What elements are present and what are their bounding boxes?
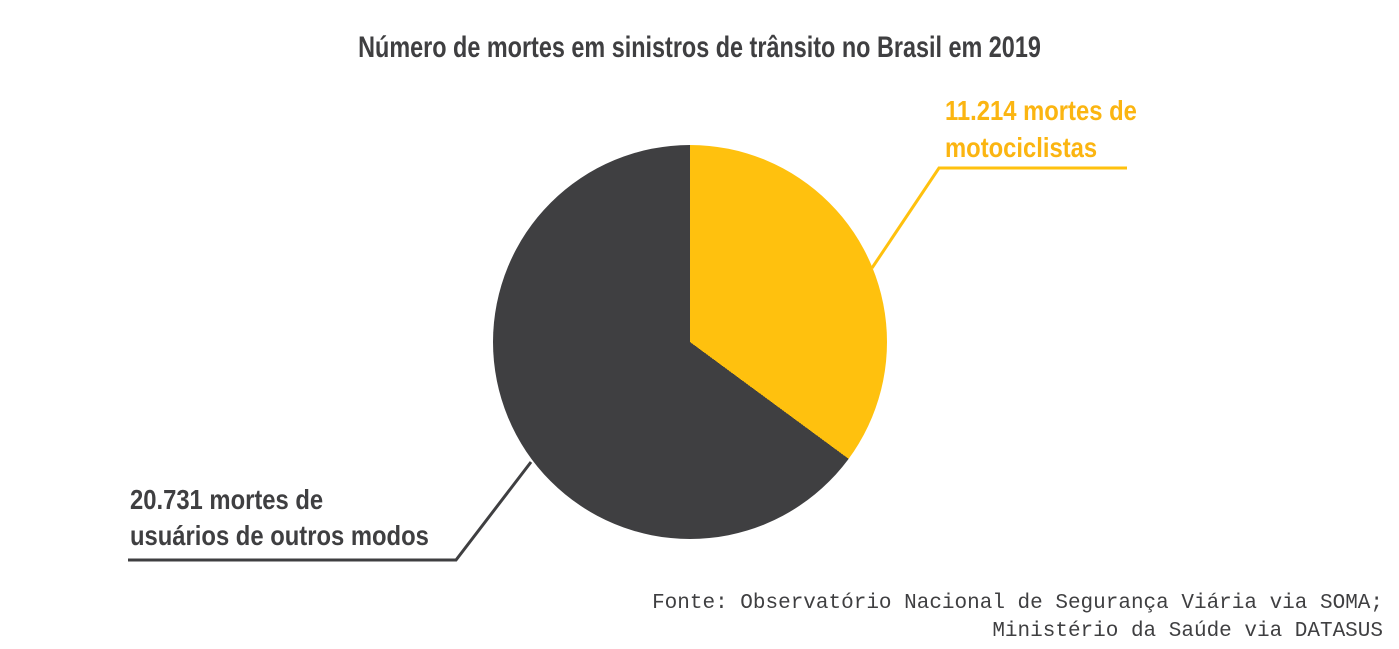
annotation-motociclistas-line1: 11.214 mortes de <box>945 95 1137 126</box>
annotation-motociclistas: 11.214 mortes de motociclistas <box>945 92 1137 166</box>
chart-title: Número de mortes em sinistros de trânsit… <box>358 31 1041 64</box>
annotation-outros-line2: usuários de outros modos <box>130 520 429 551</box>
annotation-outros-line1: 20.731 mortes de <box>130 484 324 515</box>
source-credit: Fonte: Observatório Nacional de Seguranç… <box>652 590 1383 646</box>
annotation-outros: 20.731 mortes de usuários de outros modo… <box>130 482 429 554</box>
callout-line-motociclistas <box>870 166 1127 269</box>
source-credit-line2: Ministério da Saúde via DATASUS <box>992 620 1383 643</box>
source-credit-line1: Fonte: Observatório Nacional de Seguranç… <box>652 592 1383 615</box>
pie-chart <box>493 145 887 539</box>
annotation-motociclistas-line2: motociclistas <box>945 132 1098 163</box>
